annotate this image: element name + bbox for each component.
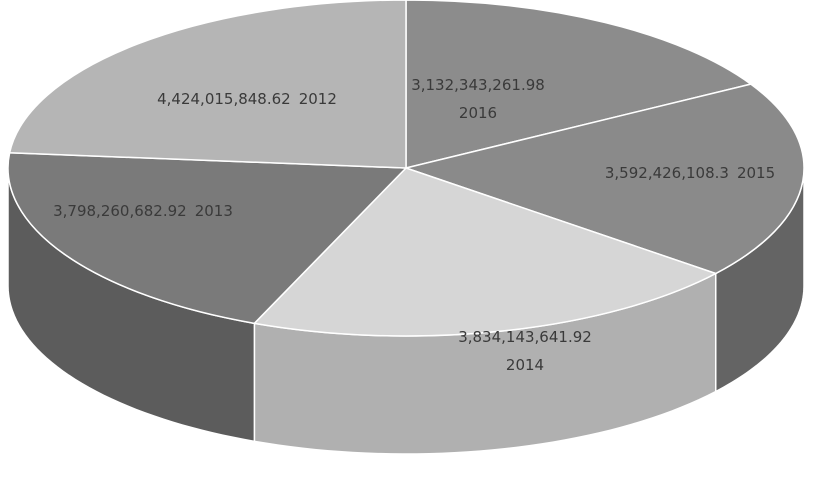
pie-data-label-2014: 3,834,143,641.92 2014: [458, 328, 592, 374]
pie-label-2012: 4,424,015,848.62 2012: [157, 90, 337, 108]
pie-label-category-2012: 2012: [299, 90, 337, 108]
pie-data-label-2016: 3,132,343,261.98 2016: [411, 76, 545, 122]
pie-slice-2012: [8, 0, 407, 169]
pie-label-2013: 3,798,260,682.92 2013: [53, 202, 233, 220]
pie-label-value-2012: 4,424,015,848.62: [157, 90, 291, 108]
pie-label-2015: 3,592,426,108.3 2015: [605, 164, 775, 182]
pie-data-label-2015: 3,592,426,108.3 2015: [605, 164, 775, 182]
pie-top-layer: [7, 0, 805, 337]
pie-slice-2014: [252, 167, 718, 337]
pie-label-category-2015: 2015: [737, 164, 775, 182]
pie-side-layer: [7, 167, 805, 455]
pie-slice-2013: [7, 151, 408, 325]
pie-label-value-2014: 3,834,143,641.92: [458, 328, 592, 346]
pie-label-category-2014: 2014: [506, 356, 544, 374]
pie-data-label-2013: 3,798,260,682.92 2013: [53, 202, 233, 220]
pie-label-value-2013: 3,798,260,682.92: [53, 202, 187, 220]
pie-slice-2015: [403, 83, 805, 275]
pie-label-value-2015: 3,592,426,108.3: [605, 164, 729, 182]
pie-label-category-2016: 2016: [459, 104, 497, 122]
pie-label-category-2013: 2013: [195, 202, 233, 220]
pie-label-value-2016: 3,132,343,261.98: [411, 76, 545, 94]
pie-slice-2016: [405, 0, 753, 169]
pie-data-label-2012: 4,424,015,848.62 2012: [157, 90, 337, 108]
